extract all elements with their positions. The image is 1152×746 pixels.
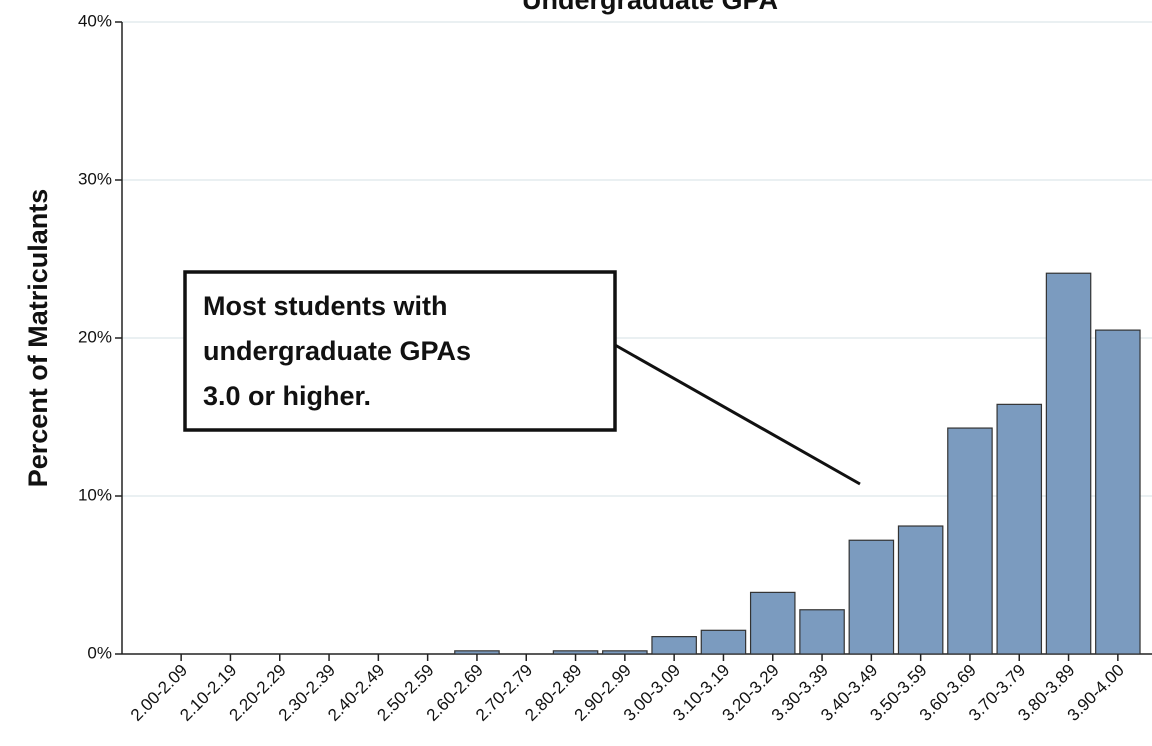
annotation-text: undergraduate GPAs — [203, 336, 471, 366]
annotation-text: 3.0 or higher. — [203, 381, 371, 411]
y-tick-label: 0% — [87, 643, 112, 662]
bar — [1095, 329, 1141, 655]
y-tick-label: 10% — [78, 485, 112, 504]
y-tick-label: 20% — [78, 327, 112, 346]
bar — [799, 609, 845, 655]
y-axis-label: Percent of Matriculants — [23, 189, 53, 488]
annotation-text: Most students with — [203, 291, 448, 321]
bar — [651, 636, 697, 655]
annotation-pointer — [614, 343, 861, 486]
bar — [1045, 272, 1092, 655]
y-tick-label: 30% — [78, 169, 112, 188]
bar — [848, 539, 895, 655]
y-tick-label: 40% — [78, 11, 112, 30]
bar — [749, 591, 796, 655]
bar — [602, 650, 648, 655]
annotation-box — [183, 270, 617, 432]
bar — [996, 403, 1043, 655]
chart-title: Undergraduate GPA — [522, 0, 778, 15]
bar — [947, 427, 993, 655]
bar — [552, 650, 599, 655]
bar — [454, 650, 500, 655]
bar — [700, 629, 747, 655]
bar — [897, 525, 944, 655]
